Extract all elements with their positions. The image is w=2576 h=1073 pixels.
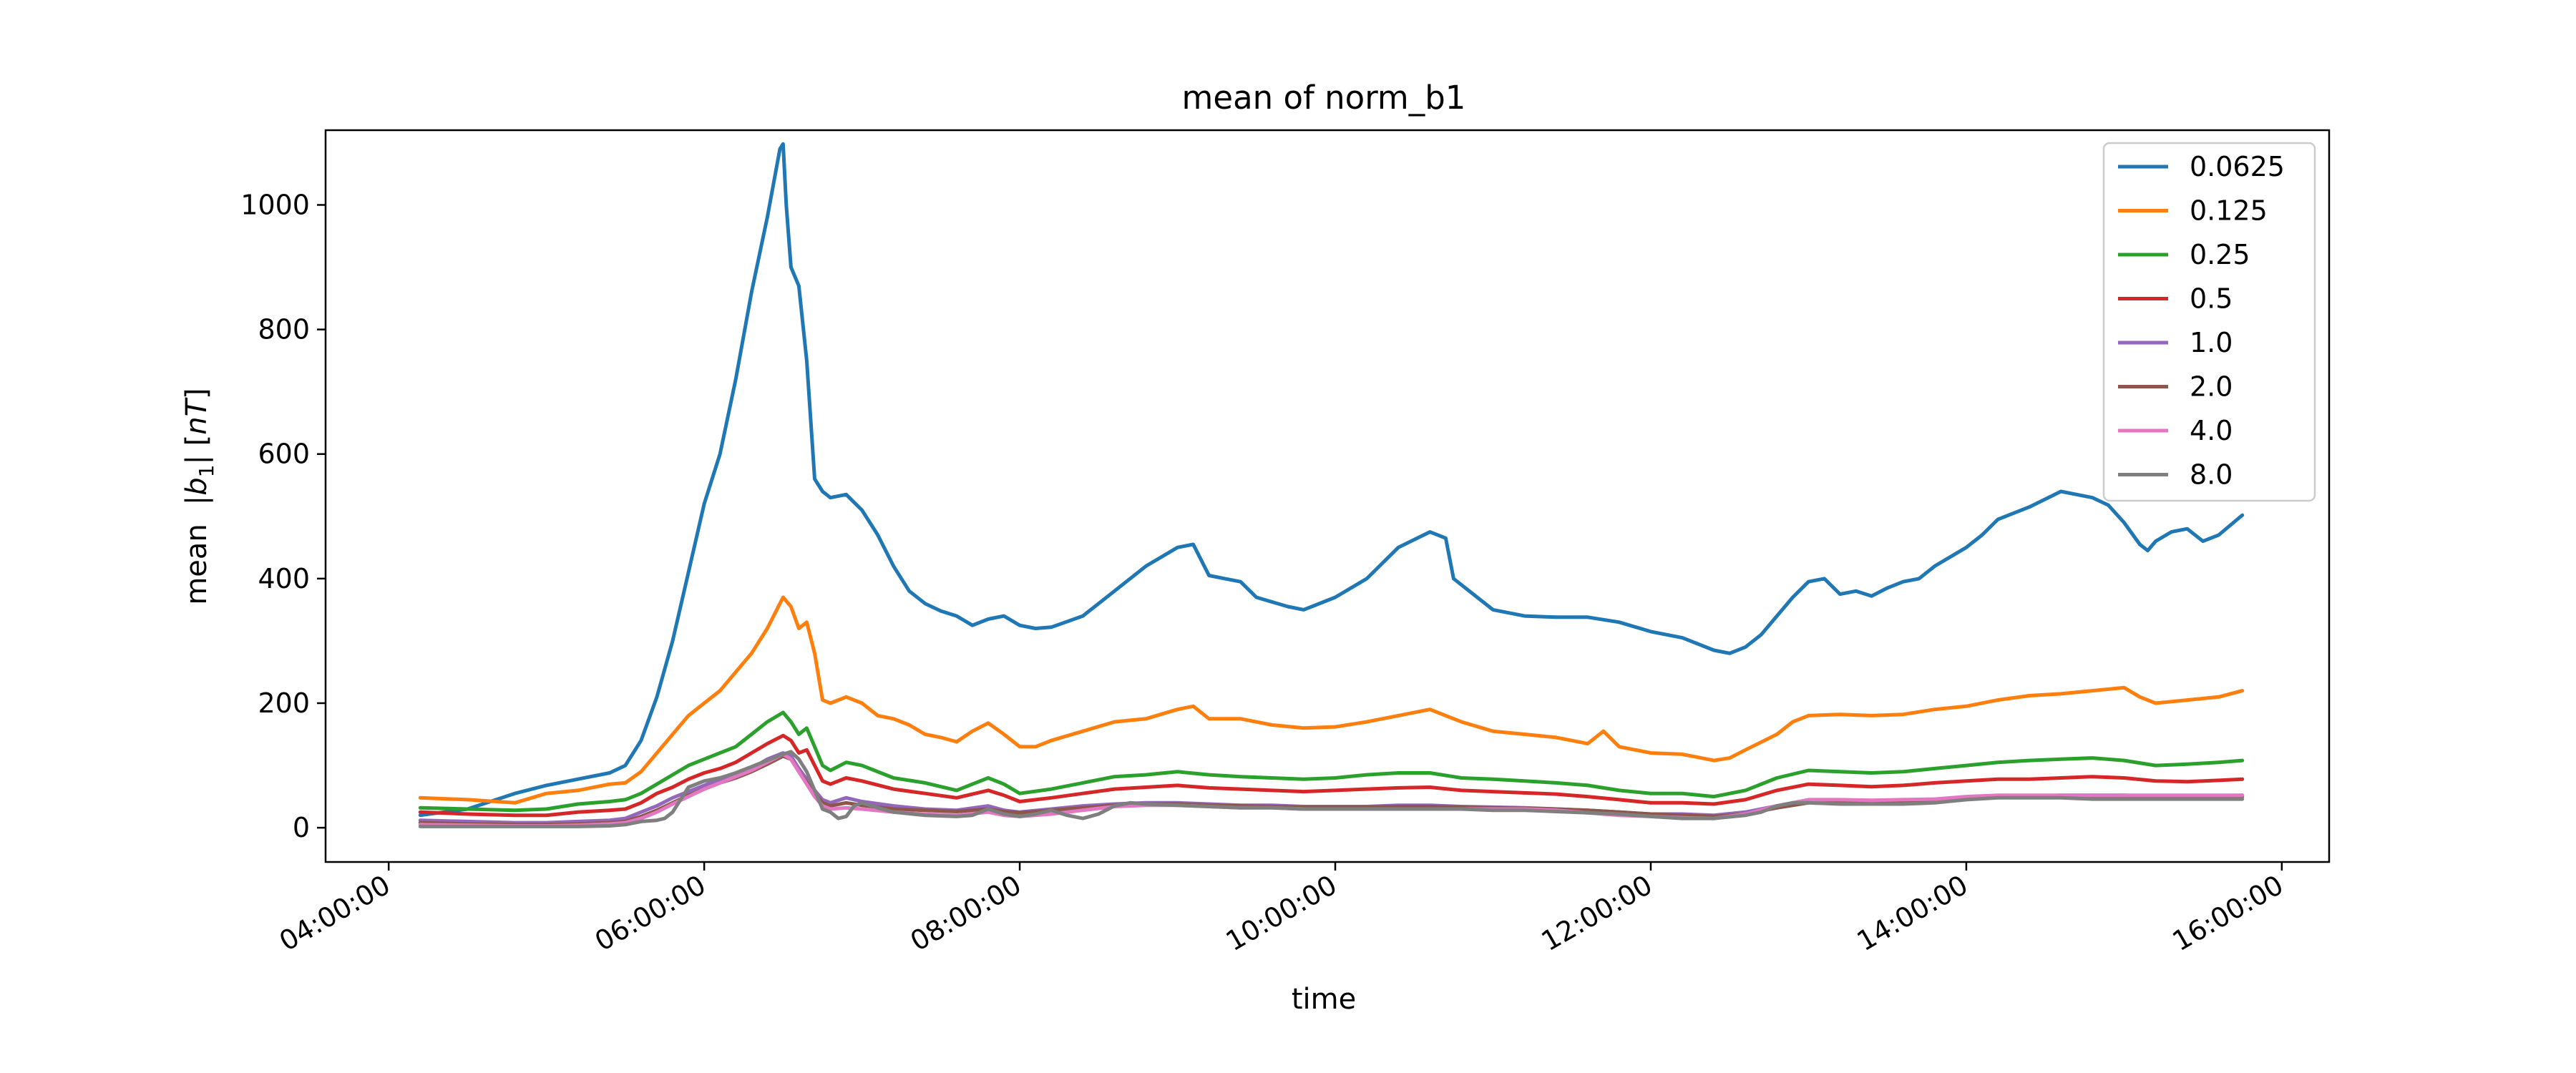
y-axis-label-sub: 1 (195, 465, 218, 478)
y-axis-label-unit-close: ] (180, 388, 213, 399)
y-tick-label: 400 (258, 563, 310, 594)
legend-label-1-0: 1.0 (2190, 327, 2233, 358)
legend-label-2-0: 2.0 (2190, 371, 2233, 403)
legend-box (2102, 142, 2316, 502)
series-layer (418, 142, 2245, 828)
legend-label-0-5: 0.5 (2190, 283, 2233, 315)
y-axis-label-var: |b (180, 477, 213, 505)
y-axis-label: mean |b1| [nT] (180, 388, 218, 604)
y-tick-label: 0 (293, 812, 310, 843)
legend-label-0-25: 0.25 (2190, 239, 2250, 270)
y-axis-label-unit-open: | [ (180, 435, 213, 465)
y-tick-label: 1000 (240, 189, 310, 220)
series-line-0-125 (418, 595, 2245, 805)
legend-label-8-0: 8.0 (2190, 459, 2233, 491)
axes-frame (324, 129, 2331, 863)
series-line-0-0625 (418, 142, 2245, 818)
y-axis-label-prefix: mean (180, 524, 213, 604)
y-tick-label: 800 (258, 314, 310, 346)
series-line-0-5 (418, 733, 2245, 818)
legend: 0.0625 0.125 0.25 0.5 1.0 2.0 4.0 8.0 (2102, 142, 2316, 502)
y-axis-label-unit: nT (180, 396, 213, 434)
y-tick-label: 200 (258, 687, 310, 719)
y-tick-label: 600 (258, 438, 310, 470)
legend-label-0-125: 0.125 (2190, 195, 2268, 227)
x-axis-label: time (1292, 983, 1356, 1016)
legend-label-4-0: 4.0 (2190, 415, 2233, 446)
series-line-8-0 (418, 750, 2245, 828)
plot-area (324, 129, 2331, 863)
y-axis: 0 200 400 600 800 1000 (240, 189, 326, 843)
legend-label-0-0625: 0.0625 (2190, 151, 2285, 182)
legend-items: 0.0625 0.125 0.25 0.5 1.0 2.0 4.0 8.0 (2118, 151, 2285, 491)
series-line-0-25 (418, 710, 2245, 813)
chart-title: mean of norm_b1 (1182, 79, 1466, 117)
